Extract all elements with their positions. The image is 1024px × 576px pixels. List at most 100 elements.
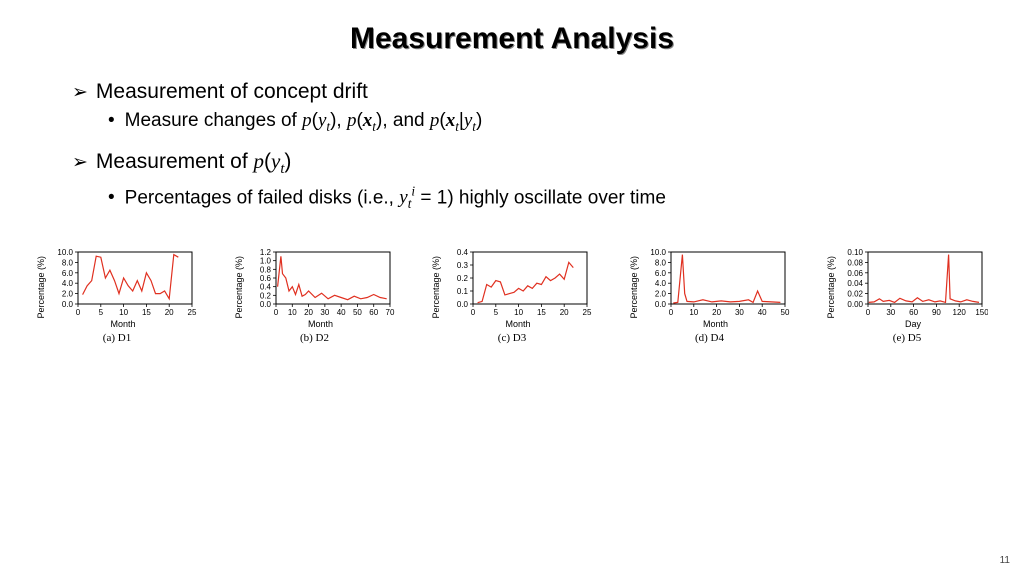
chart-d4: Percentage (%) 0 10 20 30 40 50 0.0 2.0 … — [629, 246, 791, 344]
content-area: ➢ Measurement of concept drift • Measure… — [0, 56, 1024, 212]
svg-text:4.0: 4.0 — [654, 279, 666, 288]
bullet-1-text: Measurement of concept drift — [96, 80, 368, 104]
svg-text:50: 50 — [780, 308, 789, 317]
chart-d2: Percentage (%) 0 10 20 30 40 50 60 70 0.… — [234, 246, 396, 344]
svg-text:0.0: 0.0 — [654, 300, 666, 309]
svg-text:0.6: 0.6 — [259, 274, 271, 283]
svg-text:15: 15 — [537, 308, 546, 317]
svg-text:0.04: 0.04 — [847, 279, 863, 288]
svg-text:30: 30 — [886, 308, 895, 317]
sub-bullet-marker-icon: • — [108, 110, 115, 132]
chart-d2-caption: (b) D2 — [300, 332, 329, 344]
svg-text:0.00: 0.00 — [847, 300, 863, 309]
svg-text:120: 120 — [953, 308, 967, 317]
svg-text:5: 5 — [494, 308, 499, 317]
svg-text:15: 15 — [142, 308, 151, 317]
svg-text:8.0: 8.0 — [654, 259, 666, 268]
svg-text:30: 30 — [320, 308, 329, 317]
svg-text:25: 25 — [583, 308, 592, 317]
svg-text:0.4: 0.4 — [457, 248, 469, 257]
chart-d5: Percentage (%) 0 30 60 90 120 150 0.00 0… — [826, 246, 988, 344]
chart-d5-xlabel: Day — [905, 319, 921, 329]
svg-text:2.0: 2.0 — [654, 290, 666, 299]
svg-text:40: 40 — [757, 308, 766, 317]
chart-d4-caption: (d) D4 — [695, 332, 724, 344]
svg-text:0.0: 0.0 — [62, 300, 74, 309]
chart-d3-ylabel: Percentage (%) — [431, 256, 441, 319]
chart-d5-ylabel: Percentage (%) — [826, 256, 836, 319]
svg-text:10: 10 — [119, 308, 128, 317]
svg-text:30: 30 — [734, 308, 743, 317]
chart-d5-plot: 0 30 60 90 120 150 0.00 0.02 0.04 0.06 0… — [838, 246, 988, 318]
svg-text:25: 25 — [188, 308, 197, 317]
chart-d2-xlabel: Month — [308, 319, 333, 329]
svg-text:0: 0 — [866, 308, 871, 317]
bullet-1-sub: • Measure changes of p(yt), p(xt), and p… — [108, 110, 952, 135]
svg-text:20: 20 — [712, 308, 721, 317]
svg-text:0.0: 0.0 — [259, 300, 271, 309]
chart-d1-caption: (a) D1 — [103, 332, 131, 344]
svg-text:0.2: 0.2 — [457, 274, 469, 283]
chart-d4-ylabel: Percentage (%) — [629, 256, 639, 319]
chart-d1-plot: 0 5 10 15 20 25 0.0 2.0 4.0 6.0 8.0 10.0 — [48, 246, 198, 318]
chart-d5-caption: (e) D5 — [893, 332, 921, 344]
svg-text:1.0: 1.0 — [259, 257, 271, 266]
svg-text:0.02: 0.02 — [847, 290, 863, 299]
svg-text:0.8: 0.8 — [259, 265, 271, 274]
svg-text:10.0: 10.0 — [650, 248, 666, 257]
svg-text:90: 90 — [932, 308, 941, 317]
sub-bullet-marker-icon: • — [108, 187, 115, 209]
svg-text:50: 50 — [352, 308, 361, 317]
chart-d1-xlabel: Month — [110, 319, 135, 329]
chart-d2-plot: 0 10 20 30 40 50 60 70 0.0 0.2 0.4 0.6 0… — [246, 246, 396, 318]
chart-d3-plot: 0 5 10 15 20 25 0.0 0.1 0.2 0.3 0.4 — [443, 246, 593, 318]
svg-text:5: 5 — [99, 308, 104, 317]
svg-text:0.4: 0.4 — [259, 283, 271, 292]
svg-text:20: 20 — [165, 308, 174, 317]
svg-text:0.3: 0.3 — [457, 261, 469, 270]
page-number: 11 — [1000, 555, 1010, 566]
chart-d1-ylabel: Percentage (%) — [36, 256, 46, 319]
bullet-marker-icon: ➢ — [72, 81, 88, 104]
chart-d1: Percentage (%) 0 5 10 15 20 25 0.0 2.0 4… — [36, 246, 198, 344]
svg-text:1.2: 1.2 — [259, 248, 271, 257]
svg-text:0.1: 0.1 — [457, 287, 469, 296]
svg-text:60: 60 — [369, 308, 378, 317]
svg-text:20: 20 — [304, 308, 313, 317]
svg-text:0: 0 — [273, 308, 278, 317]
svg-text:70: 70 — [385, 308, 394, 317]
chart-d3-xlabel: Month — [505, 319, 530, 329]
svg-text:8.0: 8.0 — [62, 259, 74, 268]
bullet-2-text: Measurement of p(yt) — [96, 149, 292, 178]
svg-text:0.10: 0.10 — [847, 248, 863, 257]
svg-text:10: 10 — [287, 308, 296, 317]
chart-d4-xlabel: Month — [703, 319, 728, 329]
svg-text:6.0: 6.0 — [62, 269, 74, 278]
chart-d3: Percentage (%) 0 5 10 15 20 25 0.0 0.1 0… — [431, 246, 593, 344]
svg-text:20: 20 — [560, 308, 569, 317]
bullet-2-sub: • Percentages of failed disks (i.e., yti… — [108, 184, 952, 212]
svg-text:40: 40 — [336, 308, 345, 317]
svg-text:60: 60 — [909, 308, 918, 317]
svg-text:0.08: 0.08 — [847, 259, 863, 268]
svg-text:10: 10 — [514, 308, 523, 317]
chart-d4-plot: 0 10 20 30 40 50 0.0 2.0 4.0 6.0 8.0 10.… — [641, 246, 791, 318]
svg-text:150: 150 — [975, 308, 988, 317]
svg-text:0.2: 0.2 — [259, 291, 271, 300]
bullet-1-sub-text: Measure changes of p(yt), p(xt), and p(x… — [125, 110, 483, 135]
svg-text:4.0: 4.0 — [62, 279, 74, 288]
svg-text:0: 0 — [76, 308, 81, 317]
svg-text:10.0: 10.0 — [57, 248, 73, 257]
chart-d2-ylabel: Percentage (%) — [234, 256, 244, 319]
svg-text:0: 0 — [668, 308, 673, 317]
bullet-1: ➢ Measurement of concept drift — [72, 80, 952, 104]
svg-text:0.06: 0.06 — [847, 269, 863, 278]
bullet-2-sub-text: Percentages of failed disks (i.e., yti =… — [125, 184, 666, 212]
bullet-2: ➢ Measurement of p(yt) — [72, 149, 952, 178]
chart-d3-caption: (c) D3 — [498, 332, 526, 344]
page-title: Measurement Analysis — [0, 0, 1024, 56]
svg-text:2.0: 2.0 — [62, 290, 74, 299]
charts-row: Percentage (%) 0 5 10 15 20 25 0.0 2.0 4… — [0, 226, 1024, 344]
svg-text:6.0: 6.0 — [654, 269, 666, 278]
svg-text:10: 10 — [689, 308, 698, 317]
